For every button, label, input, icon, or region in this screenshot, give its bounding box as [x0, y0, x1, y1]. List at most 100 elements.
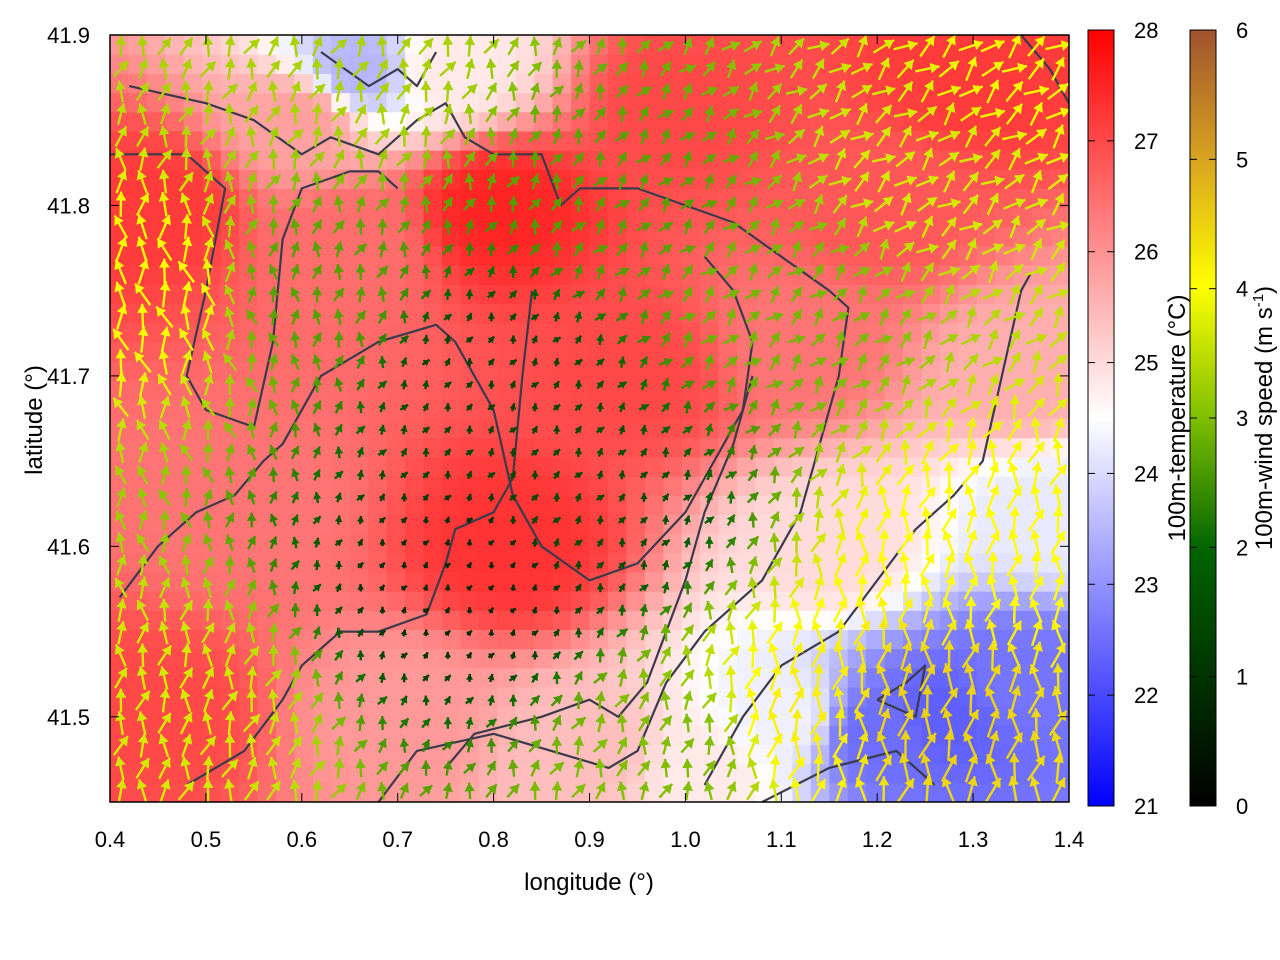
heatmap-cell: [607, 361, 627, 381]
heatmap-cell: [220, 245, 240, 266]
heatmap-cell: [276, 667, 295, 688]
wind-arrow: [114, 465, 128, 485]
heatmap-cell: [146, 303, 166, 324]
heatmap-cell: [534, 245, 554, 266]
heatmap-cell: [405, 591, 425, 611]
heatmap-cell: [294, 150, 314, 170]
heatmap-cell: [792, 169, 812, 189]
heatmap-cell: [644, 782, 664, 802]
heatmap-cell: [737, 591, 756, 611]
heatmap-cell: [239, 610, 259, 630]
heatmap-cell: [626, 54, 646, 74]
heatmap-cell: [847, 169, 867, 189]
heatmap-cell: [460, 476, 480, 496]
heatmap-cell: [589, 361, 609, 381]
heatmap-cell: [515, 361, 535, 381]
wind-arrow-head: [116, 779, 127, 789]
heatmap-cell: [497, 92, 517, 113]
heatmap-cell: [866, 92, 886, 113]
heatmap-cell: [257, 629, 277, 650]
heatmap-cell: [976, 73, 996, 94]
heatmap-cell: [681, 361, 701, 381]
heatmap-cell: [442, 418, 461, 439]
heatmap-cell: [663, 495, 683, 515]
wind-arrow-head: [116, 103, 127, 114]
heatmap-cell: [681, 226, 701, 247]
heatmap-cell: [1032, 111, 1052, 132]
heatmap-cell: [128, 610, 148, 630]
heatmap-cell: [405, 341, 425, 362]
heatmap-cell: [534, 571, 554, 592]
heatmap-cell: [718, 361, 738, 381]
heatmap-cell: [700, 92, 720, 113]
wind-arrow: [112, 328, 130, 351]
heatmap-cell: [626, 284, 646, 305]
heatmap-cell: [571, 476, 591, 496]
heatmap-cell: [737, 629, 756, 650]
heatmap-cell: [589, 763, 609, 784]
heatmap-cell: [146, 629, 166, 650]
heatmap-cell: [276, 610, 295, 630]
heatmap-cell: [866, 322, 886, 343]
heatmap-cell: [534, 92, 554, 113]
heatmap-cell: [478, 591, 498, 611]
heatmap-cell: [810, 341, 830, 362]
heatmap-cell: [368, 437, 388, 458]
heatmap-cell: [534, 629, 554, 650]
heatmap-cell: [146, 111, 166, 132]
heatmap-cell: [349, 399, 369, 420]
heatmap-cell: [239, 667, 259, 688]
heatmap-cell: [405, 380, 425, 400]
heatmap-cell: [626, 73, 646, 94]
heatmap-cell: [349, 571, 369, 592]
heatmap-cell: [405, 648, 425, 669]
heatmap-cell: [939, 629, 959, 650]
heatmap-cell: [921, 514, 941, 535]
heatmap-cell: [497, 399, 517, 420]
wind-arrow-head: [114, 644, 125, 655]
heatmap-cell: [644, 456, 664, 477]
heatmap-cell: [773, 571, 793, 592]
heatmap-cell: [681, 476, 701, 496]
heatmap-cell: [755, 35, 775, 55]
heatmap-cell: [903, 188, 922, 209]
heatmap-cell: [257, 92, 277, 113]
heatmap-cell: [976, 169, 996, 189]
heatmap-cell: [626, 648, 646, 669]
heatmap-cell: [165, 629, 185, 650]
heatmap-cell: [589, 92, 609, 113]
heatmap-cell: [995, 571, 1015, 592]
heatmap-cell: [276, 341, 295, 362]
heatmap-cell: [884, 380, 904, 400]
heatmap-cell: [903, 686, 922, 707]
heatmap-cell: [183, 552, 203, 573]
heatmap-cell: [423, 418, 443, 439]
heatmap-cell: [460, 686, 480, 707]
heatmap-cell: [478, 111, 498, 132]
heatmap-cell: [515, 73, 535, 94]
heatmap-cell: [755, 265, 775, 285]
heatmap-cell: [276, 169, 295, 189]
heatmap-cell: [386, 495, 406, 515]
heatmap-cell: [1013, 514, 1033, 535]
heatmap-cell: [866, 54, 886, 74]
heatmap-cell: [626, 150, 646, 170]
heatmap-cell: [312, 610, 332, 630]
heatmap-cell: [497, 54, 517, 74]
wind-arrow: [115, 191, 127, 217]
wind-arrow: [116, 418, 127, 442]
heatmap-cell: [460, 226, 480, 247]
heatmap-cell: [312, 341, 332, 362]
heatmap-cell: [276, 725, 295, 746]
heatmap-cell: [866, 169, 886, 189]
heatmap-cell: [1050, 92, 1069, 113]
heatmap-cell: [552, 610, 572, 630]
heatmap-cell: [552, 284, 572, 305]
heatmap-cell: [294, 686, 314, 707]
heatmap-cell: [349, 476, 369, 496]
heatmap-cell: [847, 725, 867, 746]
heatmap-cell: [257, 476, 277, 496]
heatmap-cell: [515, 706, 535, 726]
heatmap-cell: [331, 552, 351, 573]
wind-arrow-head: [115, 577, 125, 589]
